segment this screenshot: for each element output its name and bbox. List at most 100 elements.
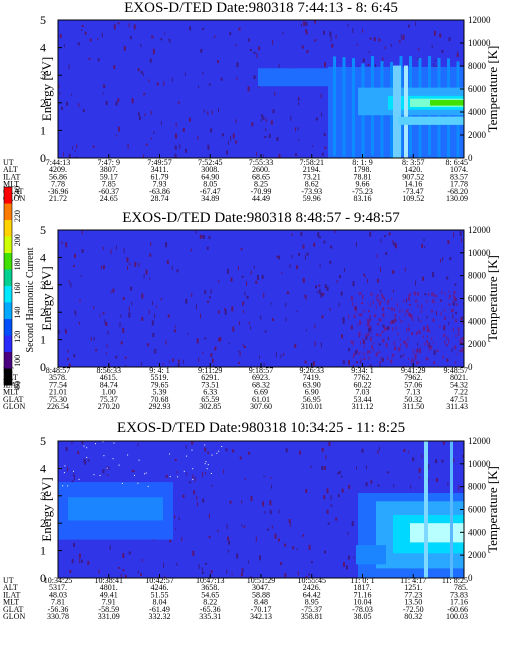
noise-speck: [418, 361, 420, 364]
noise-speck: [276, 255, 279, 258]
noise-speck: [257, 275, 259, 280]
noise-speck: [442, 355, 444, 360]
noise-speck: [75, 311, 77, 317]
colorbar-swatch: [4, 203, 12, 221]
noise-speck: [356, 361, 359, 364]
noise-speck: [444, 293, 446, 295]
noise-speck: [448, 290, 450, 293]
noise-speck: [244, 478, 246, 480]
sparkle: [95, 443, 96, 445]
noise-speck: [238, 362, 241, 365]
table-cell: 8: 6:45: [446, 158, 468, 167]
table-cell: 58.88: [252, 590, 270, 599]
noise-speck: [242, 343, 244, 347]
noise-speck: [439, 299, 442, 302]
noise-speck: [192, 474, 194, 479]
noise-speck: [155, 348, 157, 354]
noise-speck: [361, 448, 364, 453]
y2-tick-label: 10000: [468, 248, 491, 258]
y2-tick-label: 6000: [468, 84, 487, 94]
band-low: [356, 545, 386, 565]
noise-speck: [424, 293, 427, 296]
noise-speck: [105, 322, 108, 326]
noise-speck: [102, 469, 105, 474]
noise-speck: [408, 357, 410, 360]
noise-speck: [426, 315, 428, 319]
noise-speck: [451, 347, 453, 352]
noise-speck: [203, 109, 205, 113]
noise-speck: [72, 265, 75, 268]
noise-speck: [160, 38, 163, 41]
noise-speck: [182, 128, 185, 133]
noise-speck: [352, 341, 354, 346]
noise-speck: [189, 481, 192, 484]
noise-speck: [363, 309, 365, 313]
row-label: GLON: [3, 402, 25, 411]
noise-speck: [356, 43, 358, 46]
noise-speck: [392, 327, 394, 332]
table-cell: -70.99: [251, 187, 272, 196]
noise-speck: [459, 231, 462, 237]
noise-speck: [107, 474, 109, 477]
noise-speck: [382, 57, 384, 63]
row-label: GLAT: [3, 395, 24, 404]
noise-speck: [204, 290, 207, 295]
noise-speck: [387, 471, 390, 474]
table-cell: -75.23: [352, 187, 373, 196]
noise-speck: [433, 361, 436, 365]
noise-speck: [278, 255, 281, 260]
sparkle: [134, 474, 135, 476]
noise-speck: [270, 510, 272, 515]
noise-speck: [407, 450, 409, 453]
chart-panel-2: EXOS-D/TED Date:980318 8:48:57 - 9:48:57…: [3, 210, 500, 411]
noise-speck: [82, 109, 85, 113]
noise-speck: [164, 32, 165, 35]
table-cell: 10:47:13: [196, 576, 224, 585]
noise-speck: [367, 320, 370, 325]
table-cell: 10:55:45: [298, 576, 326, 585]
table-cell: 11: 0: 1: [350, 576, 374, 585]
noise-speck: [455, 303, 458, 306]
noise-speck: [264, 136, 267, 139]
colorbar-tick-label: 120: [13, 331, 22, 343]
table-cell: 10:38:41: [95, 576, 123, 585]
noise-speck: [456, 353, 458, 356]
noise-speck: [326, 509, 329, 514]
noise-speck: [112, 288, 115, 293]
noise-speck: [237, 266, 239, 271]
noise-speck: [262, 116, 265, 120]
noise-speck: [308, 544, 311, 550]
noise-speck: [453, 232, 455, 238]
noise-speck: [74, 309, 76, 314]
noise-speck: [255, 280, 258, 284]
table-cell: 226.54: [47, 402, 69, 411]
noise-speck: [236, 76, 238, 80]
noise-speck: [460, 317, 463, 320]
noise-speck: [435, 295, 438, 298]
noise-speck: [153, 131, 155, 134]
table-cell: 7.78: [51, 180, 65, 189]
sparkle: [147, 485, 149, 487]
table-cell: 56.86: [49, 172, 67, 181]
table-cell: 8.48: [254, 598, 268, 607]
noise-speck: [361, 302, 364, 304]
noise-speck: [248, 451, 251, 455]
noise-speck: [314, 324, 316, 329]
sparkle: [62, 485, 64, 487]
noise-speck: [392, 353, 395, 357]
noise-speck: [407, 336, 409, 341]
table-cell: 270.20: [98, 402, 120, 411]
noise-speck: [317, 232, 320, 238]
table-cell: 28.74: [151, 194, 169, 203]
noise-speck: [156, 82, 159, 86]
noise-speck: [415, 356, 417, 361]
noise-speck: [378, 38, 381, 42]
noise-speck: [341, 334, 343, 339]
noise-speck: [409, 313, 412, 317]
noise-speck: [423, 238, 425, 242]
noise-speck: [113, 24, 116, 30]
noise-speck: [207, 144, 210, 148]
noise-speck: [316, 291, 318, 294]
colorbar-swatch: [4, 220, 12, 237]
